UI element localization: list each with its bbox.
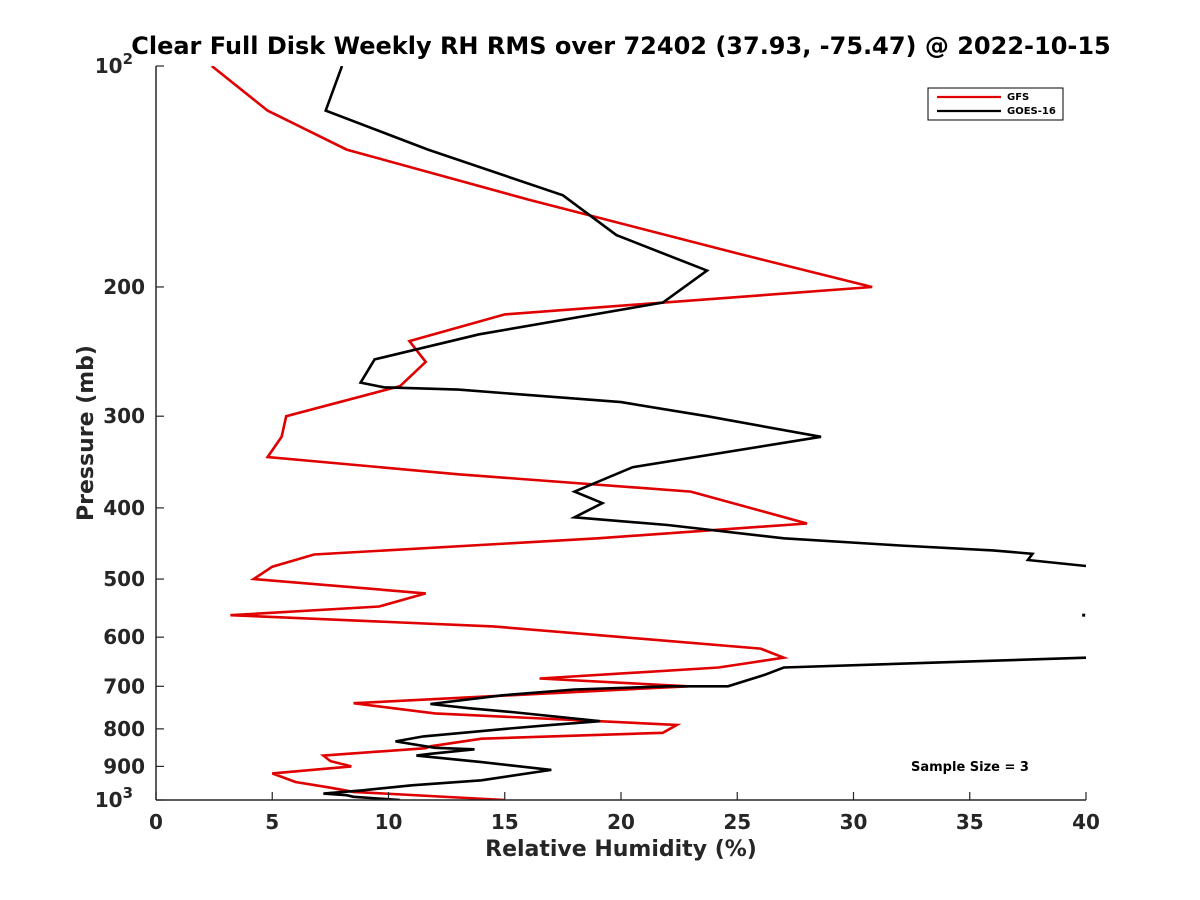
x-tick-label: 20: [607, 810, 635, 834]
series-line-gfs: [210, 66, 873, 800]
y-tick-exponent: 2: [123, 50, 133, 68]
y-tick-base: 10: [95, 54, 123, 78]
legend-label-goes16: GOES-16: [1007, 106, 1056, 117]
y-tick-label: 500: [103, 567, 145, 591]
y-tick-label: 102: [95, 50, 133, 78]
x-tick-label: 30: [840, 810, 868, 834]
y-tick-label: 400: [103, 496, 145, 520]
y-axis-label: Pressure (mb): [74, 345, 99, 521]
series-line-goes16-lower: [323, 656, 1086, 800]
x-tick-label: 15: [491, 810, 519, 834]
y-tick-base: 10: [95, 788, 123, 812]
plot-area: 0 5 10 15 20 25 30 35 40 10220030040050060070080…: [95, 50, 1100, 834]
x-axis-label: Relative Humidity (%): [485, 837, 757, 862]
x-tick-label: 35: [956, 810, 984, 834]
legend: GFS GOES-16: [927, 87, 1064, 121]
y-tick-exponent: 3: [123, 784, 133, 802]
y-tick-label: 103: [95, 784, 133, 812]
legend-label-gfs: GFS: [1007, 92, 1029, 103]
y-tick-label: 200: [103, 275, 145, 299]
y-tick-label: 700: [103, 674, 145, 698]
x-tick-label: 10: [375, 810, 403, 834]
x-tick-label: 5: [265, 810, 279, 834]
sample-size-annotation: Sample Size = 3: [911, 760, 1029, 775]
x-tick-label: 25: [723, 810, 751, 834]
y-tick-label: 600: [103, 625, 145, 649]
y-tick-label: 800: [103, 717, 145, 741]
x-tick-label: 40: [1072, 810, 1100, 834]
series-group: [210, 66, 1086, 800]
x-tick-label: 0: [149, 810, 163, 834]
y-tick-label: 900: [103, 754, 145, 778]
series-line-goes16: [324, 66, 1086, 568]
series-point-goes16: [1082, 613, 1086, 617]
x-axis-ticks: 0 5 10 15 20 25 30 35 40: [149, 792, 1100, 834]
legend-box: [927, 87, 1064, 121]
chart-title: Clear Full Disk Weekly RH RMS over 72402…: [131, 32, 1111, 60]
y-tick-label: 300: [103, 404, 145, 428]
